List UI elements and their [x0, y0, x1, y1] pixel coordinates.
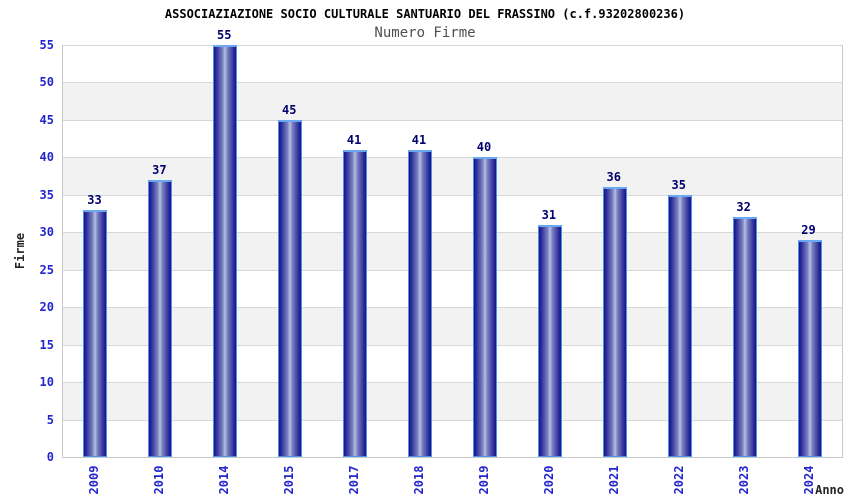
gridline — [63, 194, 842, 196]
gridline — [63, 419, 842, 421]
grid-band — [63, 45, 842, 83]
x-tick-label: 2019 — [476, 465, 491, 495]
y-tick-label: 0 — [46, 450, 54, 464]
bar-value-label: 41 — [411, 132, 427, 147]
x-tick-label: 2015 — [282, 465, 297, 495]
grid-band — [63, 119, 842, 158]
gridline — [63, 382, 842, 384]
x-tick-label: 2020 — [541, 465, 556, 495]
bar — [278, 119, 303, 457]
x-tick-label: 2009 — [87, 465, 102, 495]
plot-area — [62, 45, 843, 458]
grid-band — [63, 232, 842, 270]
x-tick-label: 2024 — [801, 465, 816, 495]
gridline — [63, 45, 842, 46]
grid-band — [63, 419, 842, 457]
bar-value-label: 32 — [736, 200, 751, 215]
x-tick-label: 2014 — [217, 465, 232, 495]
y-tick-label: 30 — [39, 225, 54, 240]
y-tick-label: 20 — [39, 300, 54, 315]
y-tick-label: 15 — [39, 337, 54, 352]
grid-band — [63, 157, 842, 195]
x-tick-label: 2017 — [347, 465, 362, 495]
y-tick-label: 50 — [39, 75, 54, 90]
y-tick-label: 10 — [39, 375, 54, 390]
bar — [408, 149, 433, 457]
bar-value-label: 31 — [541, 207, 557, 222]
bar — [667, 194, 692, 457]
bar — [148, 179, 173, 457]
gridline — [63, 232, 842, 234]
bar-value-label: 35 — [671, 177, 686, 192]
gridline — [63, 119, 842, 121]
x-tick-label: 2010 — [152, 465, 167, 495]
y-tick-label: 40 — [39, 150, 54, 165]
gridline — [63, 82, 842, 84]
x-tick-label: 2022 — [671, 465, 686, 495]
bar — [797, 239, 822, 457]
bar-value-label: 41 — [346, 132, 362, 147]
bar-value-label: 33 — [87, 192, 102, 207]
bar — [83, 209, 108, 457]
bar — [343, 149, 368, 457]
y-tick-label: 55 — [39, 38, 54, 52]
grid-band — [63, 382, 842, 420]
bar-value-label: 29 — [801, 222, 816, 237]
x-tick-label: 2023 — [736, 465, 751, 495]
gridline — [63, 344, 842, 346]
bar — [732, 217, 757, 457]
x-axis-title: Anno — [815, 483, 844, 497]
y-tick-label: 35 — [39, 187, 54, 202]
grid-band — [63, 82, 842, 120]
bar — [213, 45, 238, 457]
gridline — [63, 157, 842, 159]
grid-band — [63, 194, 842, 233]
bar — [537, 224, 562, 457]
gridline — [63, 269, 842, 271]
y-tick-label: 5 — [46, 412, 54, 427]
bar — [472, 157, 497, 457]
y-tick-label: 45 — [39, 112, 54, 127]
chart-title: ASSOCIAZIAZIONE SOCIO CULTURALE SANTUARI… — [164, 7, 686, 21]
chart-subtitle: Numero Firme — [374, 25, 476, 41]
bar-value-label: 36 — [606, 170, 621, 185]
x-tick-label: 2021 — [606, 465, 621, 495]
y-tick-label: 25 — [39, 262, 54, 277]
grid-band — [63, 307, 842, 345]
bar-value-label: 45 — [281, 102, 297, 117]
grid-band — [63, 269, 842, 308]
bar-value-label: 37 — [152, 162, 167, 177]
gridline — [63, 307, 842, 309]
x-tick-label: 2018 — [412, 465, 427, 495]
grid-band — [63, 344, 842, 383]
bar-value-label: 55 — [217, 28, 232, 42]
bar-value-label: 40 — [476, 140, 492, 155]
bar — [602, 187, 627, 457]
